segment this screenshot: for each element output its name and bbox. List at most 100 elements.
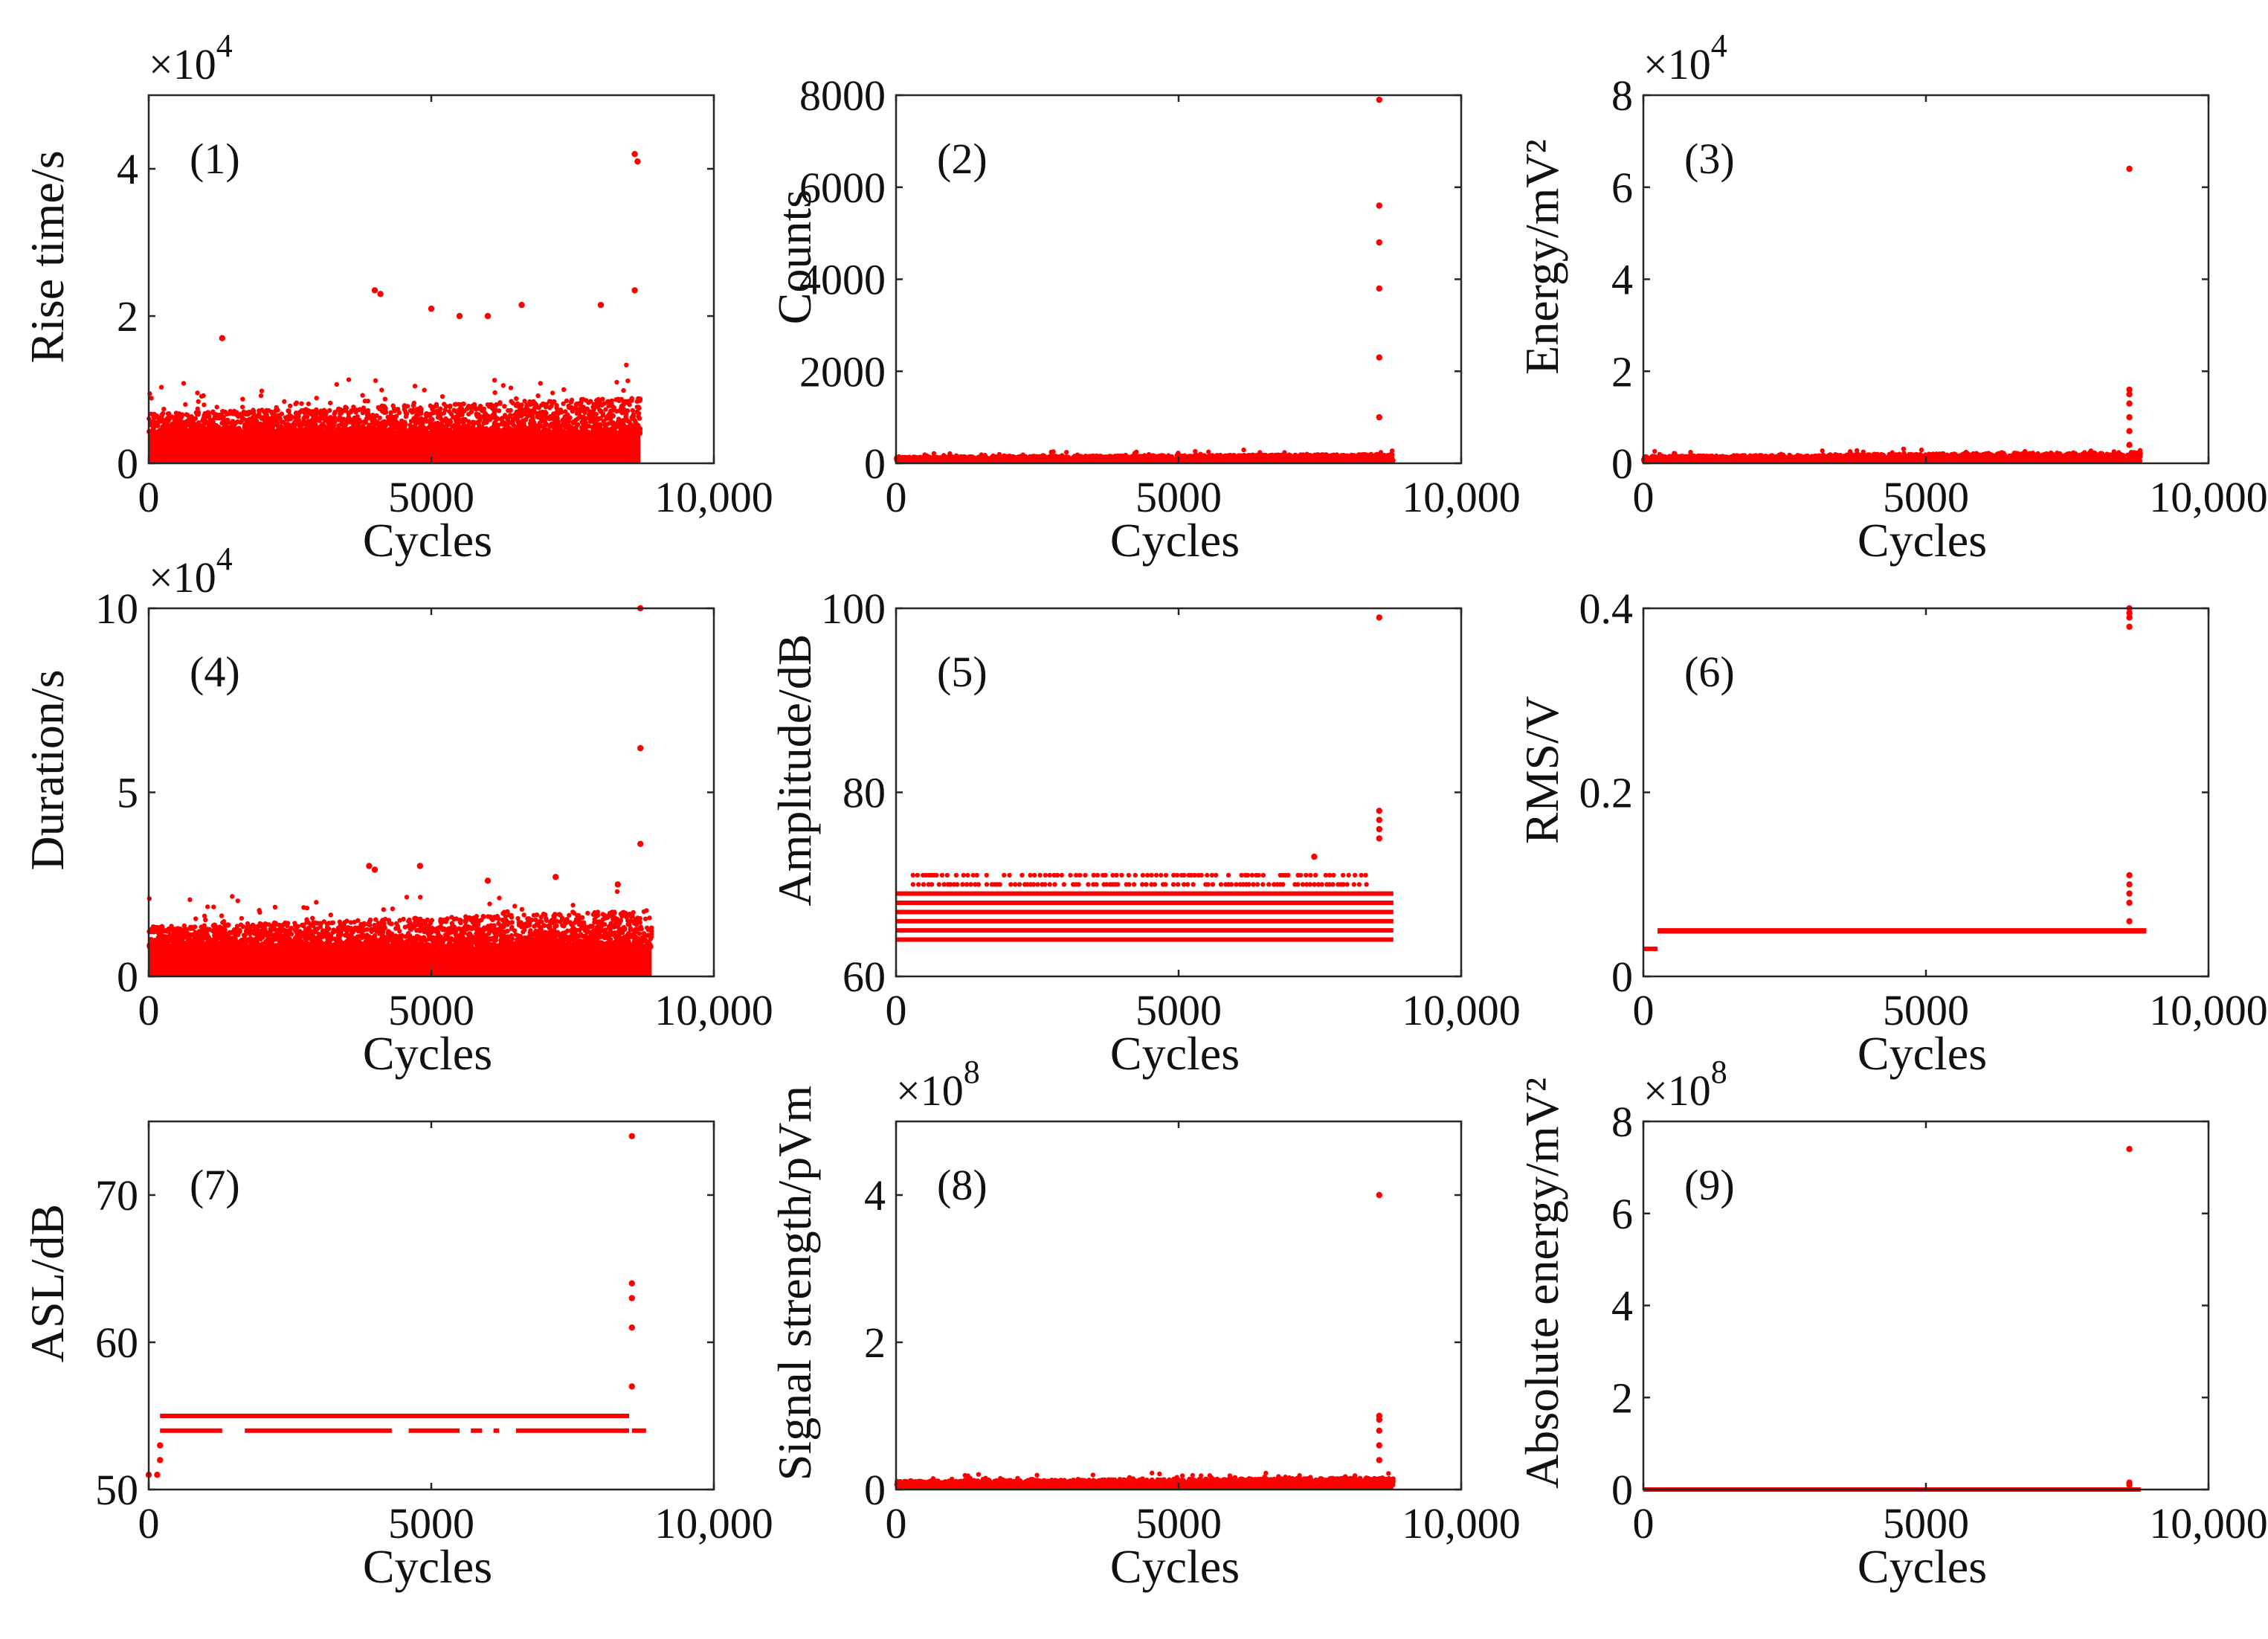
data-point <box>423 412 429 417</box>
data-point <box>288 403 293 408</box>
data-point <box>304 414 310 419</box>
data-point <box>623 413 628 419</box>
data-point <box>439 425 445 431</box>
data-point <box>380 419 386 425</box>
data-point <box>1149 454 1155 460</box>
data-point <box>372 427 377 432</box>
data-point <box>611 408 616 413</box>
data-point <box>334 381 339 387</box>
data-point <box>257 413 262 419</box>
data-point <box>390 403 396 408</box>
y-tick-label: 4 <box>117 145 138 193</box>
data-point <box>303 431 308 436</box>
data-point <box>422 387 427 393</box>
data-point <box>363 431 369 437</box>
data-point <box>299 401 304 406</box>
data-point <box>919 455 925 461</box>
data-point <box>549 400 555 405</box>
data-point <box>348 426 353 431</box>
data-point <box>271 431 277 437</box>
outlier-point <box>484 312 492 320</box>
data-point <box>455 411 461 417</box>
data-point <box>181 381 187 386</box>
data-point <box>561 401 566 407</box>
data-point <box>561 422 567 428</box>
data-point <box>346 377 352 382</box>
data-point <box>540 417 545 423</box>
data-point <box>447 409 452 414</box>
data-point <box>387 427 392 432</box>
data-point <box>340 408 345 413</box>
data-point <box>634 409 640 414</box>
data-point <box>202 402 207 408</box>
data-point <box>552 431 558 437</box>
data-point <box>451 408 457 413</box>
data-point <box>258 425 264 431</box>
data-point <box>462 423 468 428</box>
data-point <box>328 421 333 426</box>
data-point <box>268 426 273 432</box>
data-point <box>931 451 937 456</box>
data-point <box>584 398 589 403</box>
data-point <box>561 387 567 392</box>
data-point <box>963 457 969 462</box>
data-point <box>229 430 234 435</box>
data-point <box>303 426 309 431</box>
data-point <box>550 390 555 396</box>
data-point <box>352 407 358 412</box>
data-point <box>636 427 641 432</box>
data-point <box>625 418 630 423</box>
data-point <box>158 384 164 390</box>
data-point <box>941 453 947 458</box>
data-point <box>210 417 215 422</box>
data-point <box>530 416 535 422</box>
data-point <box>432 427 437 433</box>
data-point <box>480 414 485 419</box>
outlier-point <box>631 151 638 158</box>
data-point <box>417 425 422 431</box>
data-point <box>527 425 532 430</box>
data-point <box>515 425 521 431</box>
data-point <box>396 410 402 416</box>
data-point <box>411 400 416 406</box>
data-point <box>631 414 636 420</box>
data-point <box>471 431 477 437</box>
data-point <box>608 403 614 408</box>
data-point <box>262 411 268 416</box>
data-point <box>514 396 519 402</box>
data-point <box>492 409 497 415</box>
data-point <box>173 427 179 432</box>
data-point <box>344 417 350 422</box>
data-point <box>593 419 598 424</box>
data-point <box>453 422 458 428</box>
data-point <box>559 429 564 434</box>
data-point <box>575 416 581 422</box>
data-point <box>590 405 596 410</box>
data-point <box>315 431 320 437</box>
data-point <box>402 431 407 437</box>
data-point <box>564 398 570 404</box>
data-point <box>328 400 333 406</box>
data-point <box>559 410 564 415</box>
data-point <box>590 413 596 419</box>
axis-exponent: ×104 <box>149 28 233 88</box>
data-point <box>508 385 514 390</box>
data-point <box>569 397 575 403</box>
data-point <box>402 407 407 412</box>
data-point <box>293 402 298 407</box>
data-point <box>266 422 271 427</box>
data-point <box>496 422 501 428</box>
data-point <box>405 404 410 409</box>
data-point <box>508 408 513 413</box>
data-point <box>174 419 180 425</box>
data-point <box>393 426 399 431</box>
data-point <box>605 399 611 405</box>
data-point <box>251 421 256 426</box>
data-point <box>286 422 291 428</box>
data-point <box>163 419 168 425</box>
data-point <box>506 425 512 431</box>
panel-title: (1) <box>190 135 240 183</box>
dense-band <box>149 434 641 463</box>
outlier-point <box>518 301 525 309</box>
data-point <box>190 424 195 430</box>
